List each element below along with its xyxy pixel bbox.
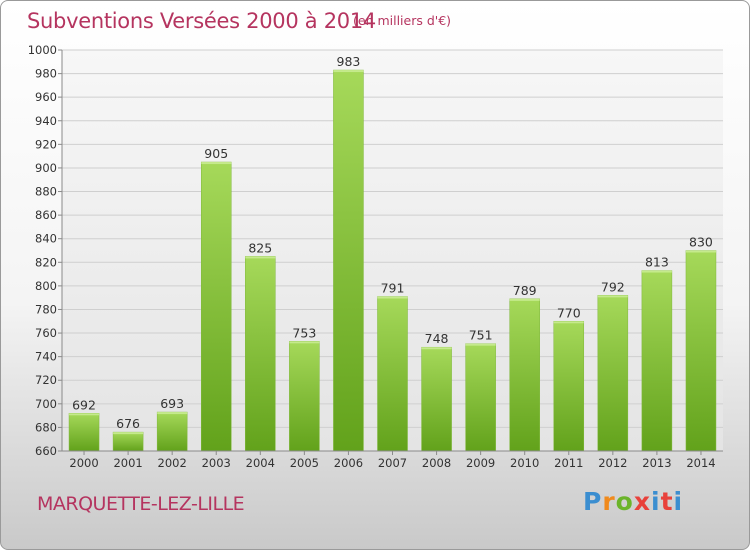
y-axis-ticks: 660 680 700 720 740 760 780 800 820 840 860 880 900 9… <box>28 43 62 458</box>
logo-letter: r <box>602 487 616 516</box>
y-tick-label: 920 <box>35 137 57 151</box>
bar-value-label: 792 <box>601 279 625 294</box>
bar <box>68 413 100 452</box>
bar <box>289 341 320 452</box>
x-tick-label: 2005 <box>290 456 319 470</box>
x-tick-label: 2014 <box>686 456 715 470</box>
town-name: MARQUETTE-LEZ-LILLE <box>37 493 245 515</box>
bar-highlight <box>597 295 628 298</box>
x-tick-label: 2003 <box>202 456 231 470</box>
bar-highlight <box>641 270 672 273</box>
bar-highlight <box>157 412 188 415</box>
x-tick-label: 2008 <box>422 456 451 470</box>
bar-value-label: 692 <box>72 397 96 412</box>
logo-letter: P <box>583 487 603 516</box>
bar-highlight <box>245 256 276 259</box>
chart-title: Subventions Versées 2000 à 2014 <box>27 9 376 33</box>
unit-note: (en milliers d'€) <box>353 13 452 28</box>
bar-highlight <box>553 321 584 324</box>
bar-highlight <box>201 162 232 165</box>
x-tick-label: 2013 <box>642 456 671 470</box>
logo-letter: o <box>615 487 634 516</box>
logo-letter: x <box>633 487 651 516</box>
bar-highlight <box>113 432 144 435</box>
x-tick-label: 2012 <box>598 456 627 470</box>
bar <box>333 69 364 452</box>
x-tick-label: 2002 <box>158 456 187 470</box>
x-tick-label: 2004 <box>246 456 275 470</box>
bar <box>112 431 144 452</box>
bar-value-label: 825 <box>248 240 272 255</box>
bar-highlight <box>377 296 408 299</box>
y-tick-label: 860 <box>35 208 57 222</box>
bar <box>156 411 188 452</box>
y-tick-label: 940 <box>35 114 57 128</box>
x-axis-ticks: 2000 2001 2002 2003 2004 2005 2006 2007 2008 2009… <box>69 451 716 470</box>
bar-value-label: 813 <box>645 255 669 270</box>
bar <box>421 346 452 452</box>
logo-letter: t <box>660 487 674 516</box>
x-tick-label: 2000 <box>69 456 98 470</box>
bar-value-label: 791 <box>381 280 405 295</box>
bar-value-label: 830 <box>689 235 713 250</box>
x-tick-label: 2010 <box>510 456 539 470</box>
x-tick-label: 2007 <box>378 456 407 470</box>
bar-value-label: 789 <box>513 283 537 298</box>
y-tick-label: 900 <box>35 161 57 175</box>
y-tick-label: 660 <box>35 444 57 458</box>
bar-value-label: 676 <box>116 416 140 431</box>
logo-letter: i <box>651 487 661 516</box>
bar-highlight <box>685 250 716 253</box>
bar-value-label: 751 <box>469 328 493 343</box>
bar-value-label: 748 <box>425 331 449 346</box>
bar-value-label: 905 <box>204 146 228 161</box>
bar <box>245 256 276 452</box>
bar <box>685 250 717 452</box>
bar-highlight <box>69 413 100 416</box>
bar-highlight <box>333 70 364 73</box>
bar-value-label: 753 <box>292 325 316 340</box>
bar <box>509 298 540 452</box>
bar-highlight <box>509 298 540 301</box>
y-tick-label: 880 <box>35 185 57 199</box>
x-tick-label: 2001 <box>113 456 142 470</box>
bar-highlight <box>421 347 452 350</box>
x-tick-label: 2011 <box>554 456 583 470</box>
y-tick-label: 980 <box>35 67 57 81</box>
logo-letter: i <box>673 487 684 516</box>
bar <box>377 296 408 452</box>
y-tick-label: 1000 <box>28 43 57 57</box>
y-tick-label: 820 <box>35 255 57 269</box>
y-tick-label: 760 <box>35 326 57 340</box>
bar <box>465 343 496 452</box>
y-tick-label: 740 <box>35 350 57 364</box>
y-tick-label: 800 <box>35 279 57 293</box>
x-tick-label: 2006 <box>334 456 363 470</box>
bar-value-label: 770 <box>557 305 581 320</box>
y-tick-label: 960 <box>35 90 57 104</box>
bar-value-label: 693 <box>160 396 184 411</box>
y-tick-label: 720 <box>35 373 57 387</box>
bar <box>200 161 232 452</box>
bar <box>553 321 585 452</box>
y-tick-label: 700 <box>35 397 57 411</box>
x-tick-label: 2009 <box>466 456 495 470</box>
bars: 692 676 693 905 825 753 983 791 748 751 789 770 792 8… <box>68 54 717 452</box>
bar-highlight <box>465 343 496 346</box>
bar <box>641 270 673 452</box>
bar-highlight <box>289 341 320 344</box>
bar <box>597 295 629 452</box>
y-tick-label: 840 <box>35 232 57 246</box>
proxiti-logo[interactable]: Proxiti <box>583 487 683 516</box>
y-tick-label: 780 <box>35 302 57 316</box>
y-tick-label: 680 <box>35 420 57 434</box>
bar-value-label: 983 <box>337 54 361 69</box>
